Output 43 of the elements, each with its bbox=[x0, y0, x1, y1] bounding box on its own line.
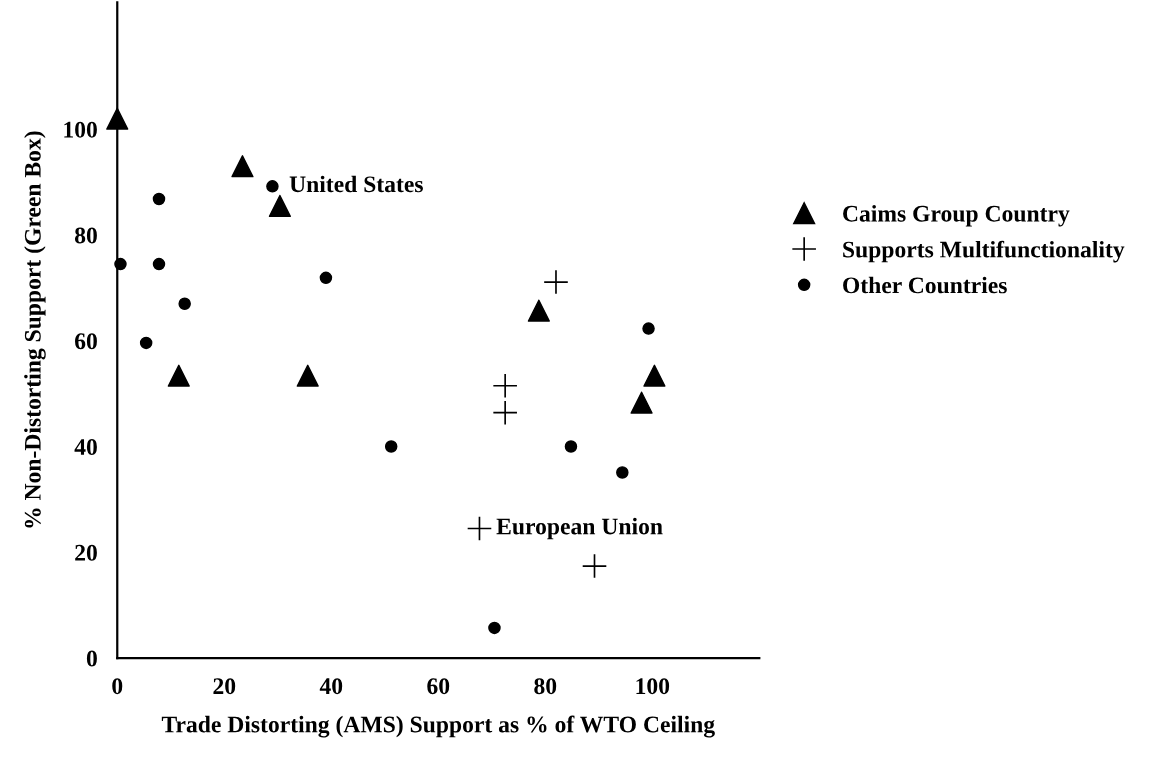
point bbox=[630, 391, 653, 414]
annotation: European Union bbox=[496, 517, 663, 540]
y-tick-label: 40 bbox=[74, 439, 97, 455]
point bbox=[139, 336, 153, 350]
point bbox=[167, 364, 190, 387]
x-axis-title: Trade Distorting (AMS) Support as % of WTO Ceiling bbox=[161, 715, 715, 738]
point bbox=[564, 440, 578, 453]
point bbox=[106, 107, 129, 130]
x-tick-label: 0 bbox=[112, 678, 123, 695]
legend-label: Supports Multifunctionality bbox=[843, 240, 1125, 263]
y-tick-label: 0 bbox=[86, 650, 97, 667]
point bbox=[231, 155, 254, 178]
point bbox=[493, 373, 517, 398]
y-tick-label: 60 bbox=[75, 333, 97, 350]
point bbox=[493, 400, 517, 425]
point bbox=[296, 364, 319, 387]
point bbox=[544, 270, 568, 294]
x-tick-label: 100 bbox=[636, 678, 670, 695]
y-tick-label: 20 bbox=[75, 544, 97, 561]
y-axis-title: % Non-Distorting Support (Green Box) bbox=[24, 131, 46, 528]
legend-label: Caims Group Country bbox=[843, 205, 1070, 227]
point bbox=[384, 440, 398, 453]
point bbox=[643, 364, 666, 387]
point bbox=[266, 180, 279, 193]
point bbox=[114, 257, 127, 271]
point bbox=[268, 194, 292, 218]
point bbox=[152, 257, 166, 271]
point bbox=[152, 192, 166, 206]
point bbox=[616, 466, 629, 479]
point bbox=[527, 299, 550, 322]
x-tick-label: 80 bbox=[534, 678, 557, 695]
point bbox=[178, 297, 191, 311]
y-tick-label: 100 bbox=[64, 121, 97, 138]
point bbox=[582, 554, 607, 578]
x-tick-label: 60 bbox=[427, 678, 450, 695]
point bbox=[642, 322, 655, 335]
annotation: United States bbox=[289, 175, 423, 193]
x-tick-label: 20 bbox=[213, 678, 236, 695]
y-tick-label: 80 bbox=[74, 227, 97, 244]
point bbox=[319, 271, 333, 285]
legend-label: Other Countries bbox=[843, 276, 1007, 294]
point bbox=[488, 621, 501, 635]
x-tick-label: 40 bbox=[319, 678, 343, 695]
